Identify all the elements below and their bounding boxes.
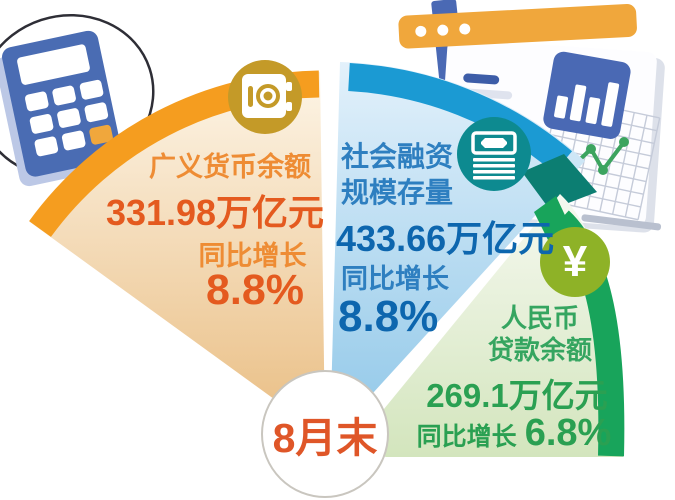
social-financing-value: 433.66万亿元 [336, 218, 555, 259]
window-dot [415, 25, 427, 37]
social-financing-title-line1: 社会融资 [341, 141, 454, 172]
window-dot [437, 24, 449, 36]
rmb-loans-title-line1: 人民币 [500, 303, 579, 333]
yuan-symbol: ¥ [562, 237, 588, 286]
yuan-coin-icon: ¥ [540, 227, 610, 297]
browser-titlebar [398, 4, 637, 49]
banknotes-glyph [471, 131, 517, 180]
rmb-loans-growth: 同比增长 6.8% [400, 412, 628, 455]
window-dot [459, 23, 471, 35]
safe-icon [228, 60, 302, 134]
rmb-loans-title-line2: 贷款余额 [487, 335, 592, 365]
calculator-icon [0, 30, 122, 187]
broad-money-title: 广义货币余额 [149, 152, 311, 182]
broad-money-growth-label: 同比增长 [198, 241, 307, 271]
rmb-loans-title: 人民币 贷款余额 [455, 302, 625, 366]
safe-glyph [242, 74, 292, 118]
social-financing-title: 社会融资 规模存量 [341, 139, 453, 211]
broad-money-value: 331.98万亿元 [105, 192, 325, 233]
broad-money-growth-value: 8.8% [205, 266, 304, 314]
social-financing-growth-value: 8.8% [338, 292, 439, 341]
period-label: 8月末 [272, 415, 378, 461]
banknotes-icon [457, 117, 531, 191]
blue-band-tip [522, 154, 597, 210]
rmb-loans-growth-label: 同比增长 [416, 423, 517, 451]
rmb-loans-value: 269.1万亿元 [426, 377, 608, 414]
blue-band [348, 63, 573, 173]
social-financing-title-line2: 规模存量 [341, 177, 454, 208]
social-financing-growth-label: 同比增长 [341, 264, 449, 294]
bar-chart-icon [543, 51, 631, 139]
rmb-loans-growth-value: 6.8% [524, 412, 612, 454]
period-badge: 8月末 [261, 370, 389, 498]
